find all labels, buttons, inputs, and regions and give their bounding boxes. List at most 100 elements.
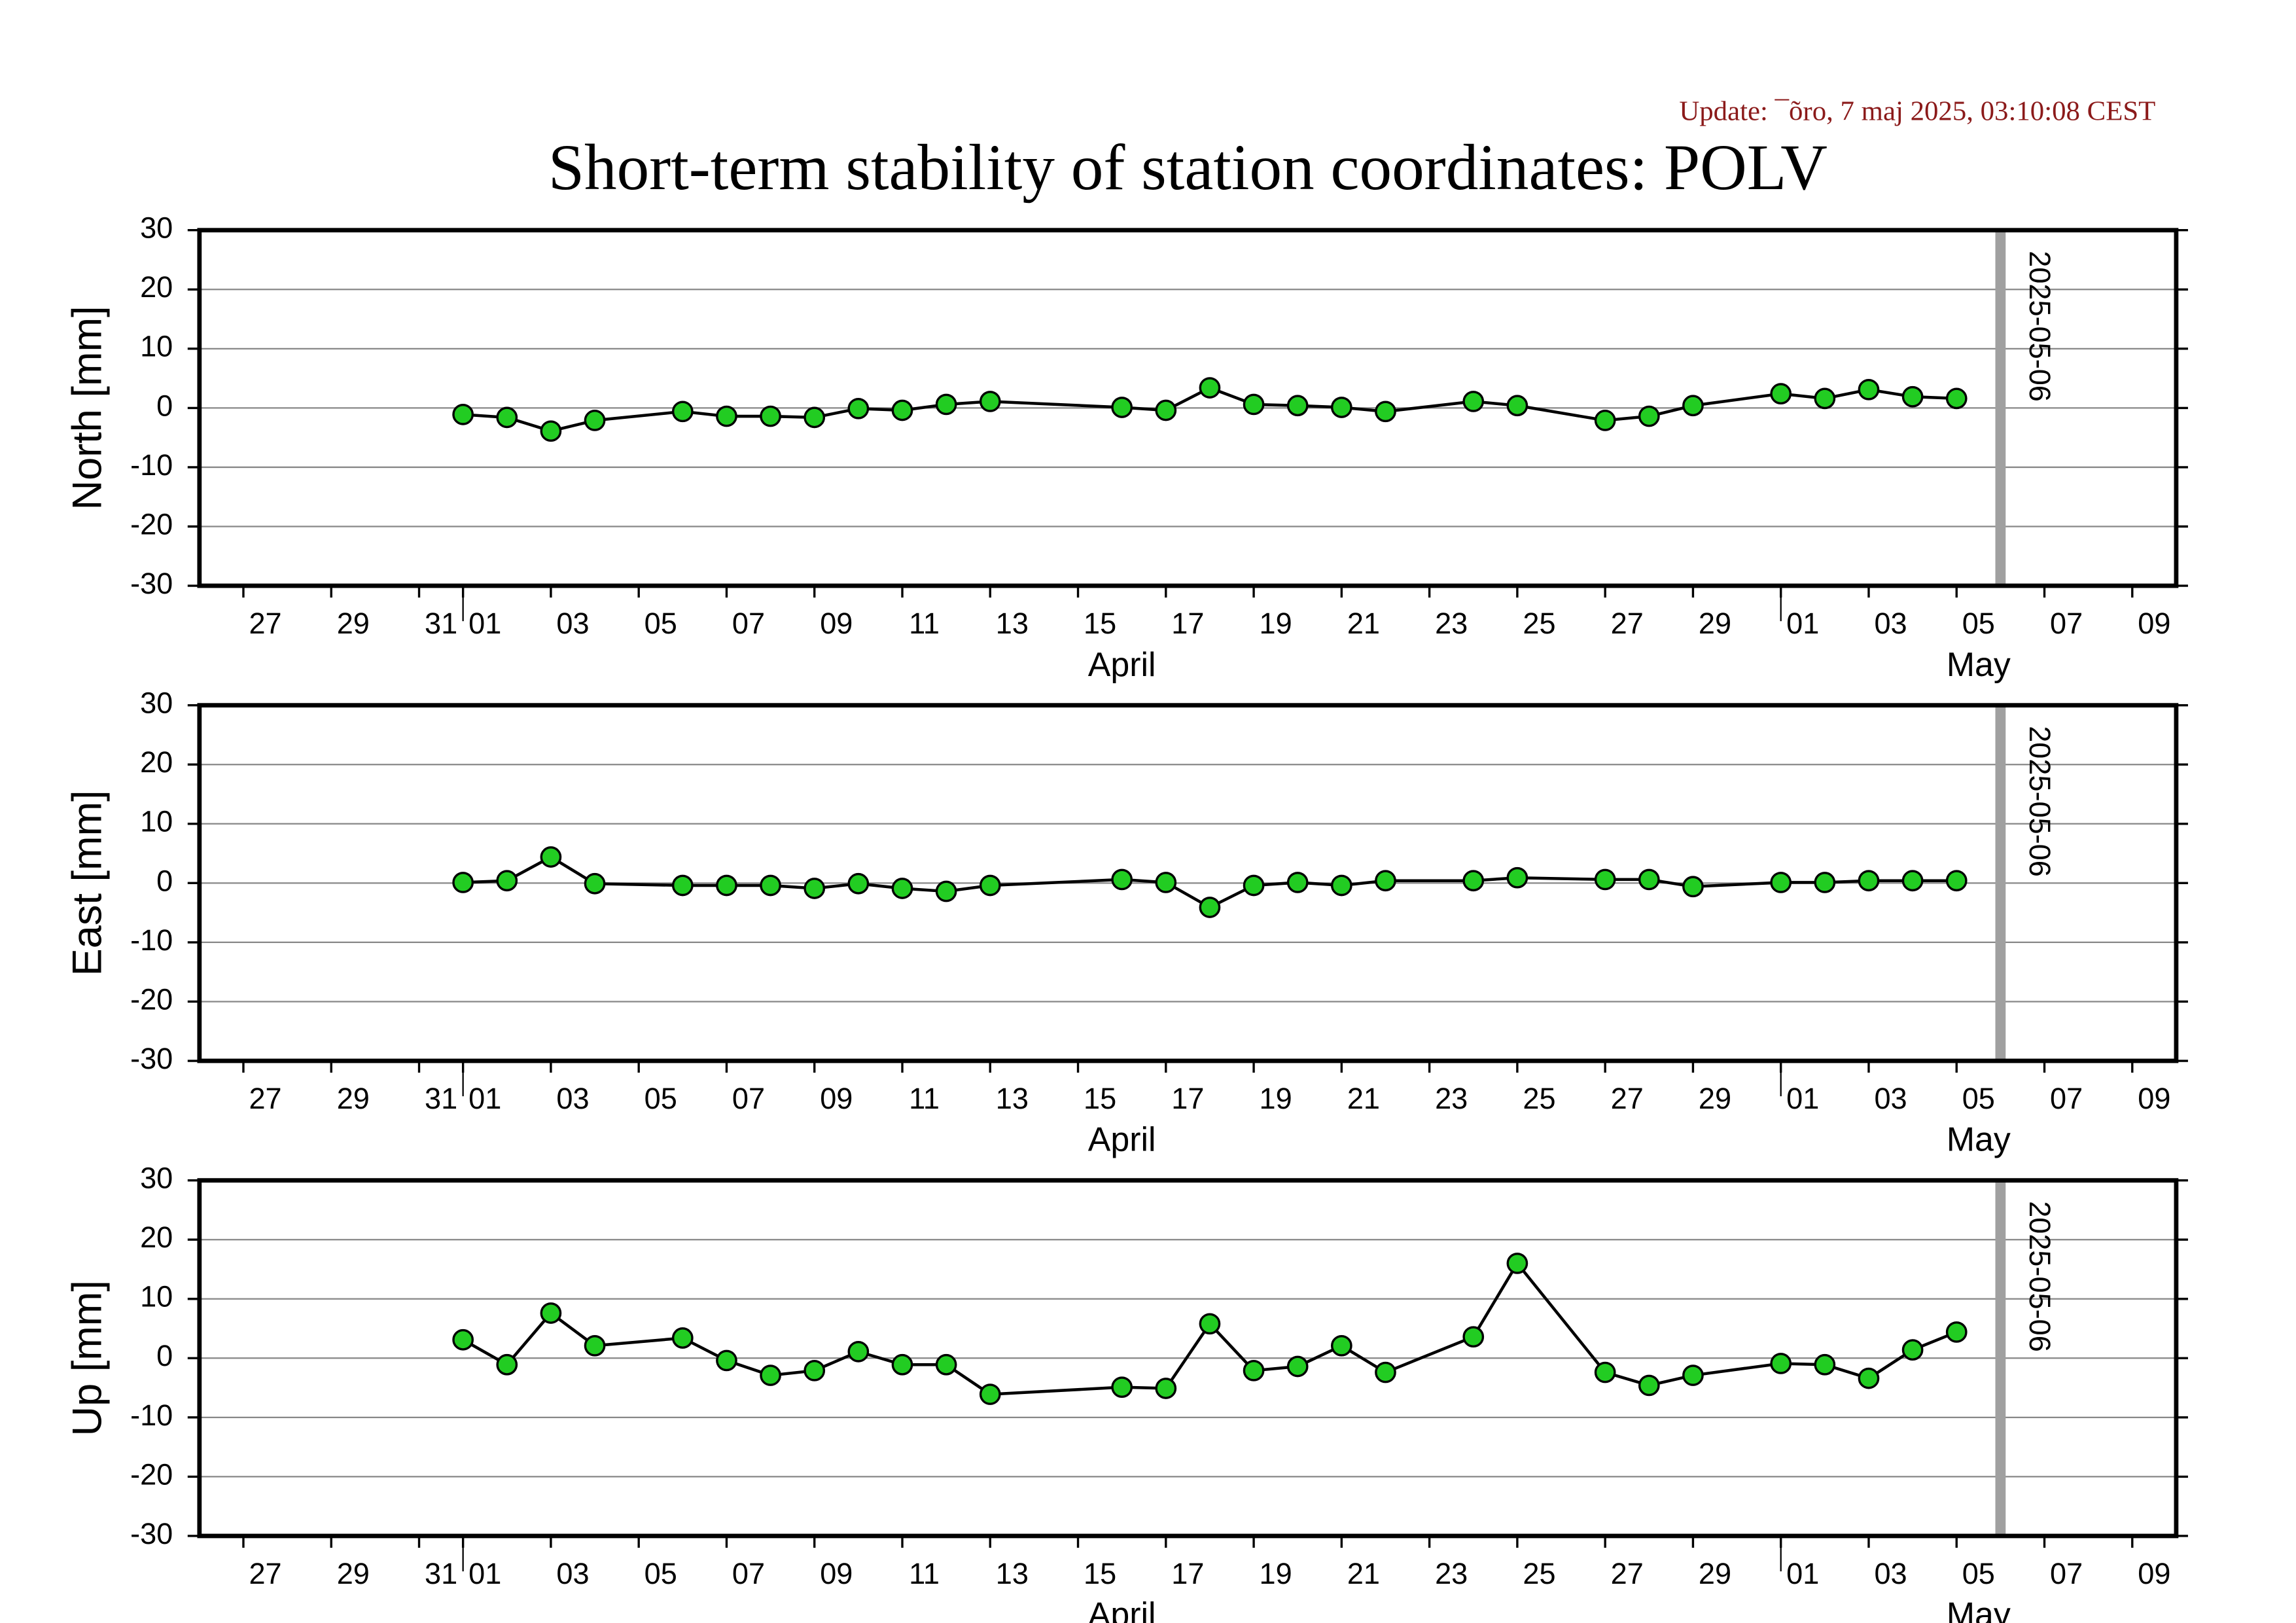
data-point: [584, 410, 606, 431]
x-tick-label: 01: [1786, 607, 1819, 640]
data-point: [1594, 410, 1616, 431]
data-point: [979, 874, 1001, 897]
x-tick-label: 09: [2138, 1082, 2170, 1115]
data-point: [1945, 1321, 1968, 1343]
data-point: [1770, 872, 1792, 893]
month-label: April: [1088, 1120, 1156, 1158]
data-point: [1770, 1353, 1792, 1374]
date-annotation: 2025-05-06: [2023, 1201, 2057, 1352]
x-tick-label: 01: [1786, 1082, 1819, 1115]
x-tick-label: 11: [909, 1082, 940, 1115]
x-tick-label: 29: [1699, 1082, 1731, 1115]
x-tick-label: 01: [468, 607, 501, 640]
y-tick-label: -30: [130, 1042, 173, 1075]
x-tick-label: 01: [468, 1557, 501, 1590]
data-point: [979, 1383, 1001, 1405]
y-tick-label: -10: [130, 448, 173, 482]
data-point: [1945, 870, 1968, 892]
plot-frame: [197, 228, 2179, 588]
y-tick-label: -20: [130, 507, 173, 541]
month-label: May: [1947, 1596, 2011, 1623]
data-point: [1375, 870, 1396, 892]
x-tick-label: 19: [1260, 1082, 1292, 1115]
data-point: [1638, 405, 1660, 427]
x-tick-label: 13: [996, 1082, 1029, 1115]
data-point: [1331, 397, 1352, 418]
y-tick-label: 10: [140, 330, 173, 363]
data-point: [1682, 1364, 1704, 1386]
data-point: [891, 399, 913, 421]
data-point: [584, 1334, 606, 1357]
x-tick-label: 19: [1260, 1557, 1292, 1590]
x-tick-label: 09: [2138, 607, 2170, 640]
data-point: [716, 1349, 737, 1372]
data-point: [847, 1341, 870, 1363]
data-point: [979, 391, 1001, 412]
data-point: [1462, 391, 1485, 412]
data-point: [1945, 387, 1968, 410]
y-tick-label: 20: [140, 270, 173, 304]
data-point: [1506, 1253, 1528, 1274]
x-tick-label: 03: [556, 1557, 589, 1590]
data-point: [716, 874, 737, 897]
x-tick-label: 27: [249, 607, 281, 640]
y-tick-label: 0: [156, 389, 173, 422]
data-point: [760, 1364, 781, 1386]
x-tick-label: 05: [645, 1557, 677, 1590]
data-point: [935, 1353, 957, 1376]
data-point: [760, 405, 781, 427]
x-tick-label: 27: [1611, 607, 1644, 640]
data-point: [1814, 872, 1836, 893]
month-label: April: [1088, 645, 1156, 683]
data-point: [584, 872, 606, 895]
date-annotation: 2025-05-06: [2023, 726, 2057, 877]
y-tick-label: 10: [140, 1280, 173, 1313]
data-point: [1243, 874, 1265, 897]
data-point: [1331, 874, 1352, 897]
data-point: [935, 880, 957, 902]
data-point: [1506, 866, 1528, 889]
x-tick-label: 03: [1874, 607, 1907, 640]
data-point: [1243, 1359, 1265, 1382]
y-axis-label: Up [mm]: [65, 1280, 111, 1436]
data-point: [671, 401, 694, 423]
x-tick-label: 03: [1874, 1557, 1907, 1590]
date-annotation: 2025-05-06: [2023, 251, 2057, 402]
month-label: April: [1088, 1596, 1156, 1623]
x-tick-label: 01: [1786, 1557, 1819, 1590]
data-point: [804, 406, 826, 429]
data-point: [716, 405, 737, 427]
data-point: [1155, 399, 1177, 421]
plot-frame: [197, 703, 2179, 1063]
x-tick-label: 23: [1435, 1557, 1468, 1590]
data-point: [1155, 872, 1177, 893]
x-tick-label: 31: [425, 1557, 457, 1590]
x-tick-label: 25: [1523, 607, 1555, 640]
y-tick-label: -10: [130, 923, 173, 957]
data-point: [1199, 1313, 1221, 1335]
data-point: [1638, 868, 1660, 891]
x-tick-label: 29: [337, 1082, 370, 1115]
x-tick-label: 11: [909, 1557, 940, 1590]
data-point: [1506, 395, 1528, 417]
data-point: [1638, 1374, 1660, 1397]
x-tick-label: 07: [732, 607, 765, 640]
data-point: [1111, 1376, 1133, 1399]
x-tick-label: 17: [1171, 607, 1204, 640]
data-point: [1858, 378, 1880, 401]
data-point: [1682, 876, 1704, 898]
y-tick-label: 20: [140, 745, 173, 779]
data-point: [1770, 383, 1792, 404]
y-tick-label: -20: [130, 982, 173, 1016]
data-point: [496, 1353, 518, 1376]
data-point: [1462, 870, 1485, 892]
data-point: [1858, 1367, 1880, 1389]
data-point: [1814, 387, 1836, 410]
x-tick-label: 19: [1260, 607, 1292, 640]
x-tick-label: 29: [337, 1557, 370, 1590]
y-tick-label: -30: [130, 567, 173, 600]
data-point: [1111, 868, 1133, 891]
y-tick-label: 20: [140, 1221, 173, 1254]
data-point: [1286, 1355, 1309, 1378]
y-axis-label: East [mm]: [65, 790, 111, 976]
